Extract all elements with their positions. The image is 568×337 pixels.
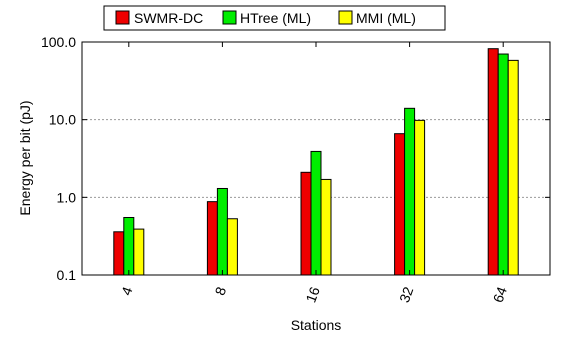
bar-mmi-ml-32	[414, 119, 426, 276]
legend-swatch-swmr-dc	[115, 10, 130, 25]
legend-label-mmi: MMI (ML)	[356, 10, 416, 26]
x-axis-title: Stations	[291, 317, 342, 333]
legend-swatch-htree	[222, 10, 237, 25]
y-tick-label: 0.1	[57, 267, 77, 283]
bar-htree-ml-16	[310, 150, 322, 276]
y-tick-label: 10.0	[49, 112, 76, 128]
legend-swatch-mmi	[338, 10, 353, 25]
y-axis-ticks: 0.1 1.0 10.0 100.0	[41, 34, 550, 283]
x-tick-label: 16	[302, 284, 322, 304]
bar-mmi-ml-4	[133, 228, 145, 276]
x-tick-label: 64	[490, 284, 510, 304]
bars	[113, 48, 519, 276]
y-axis-title: Energy per bit (pJ)	[17, 100, 33, 215]
legend-box	[103, 5, 446, 31]
y-tick-label: 1.0	[57, 189, 77, 205]
bar-htree-ml-64	[497, 53, 509, 276]
bar-mmi-ml-64	[507, 59, 519, 276]
x-tick-label: 4	[118, 284, 136, 297]
x-tick-label: 8	[212, 284, 230, 297]
bar-htree-ml-8	[216, 187, 228, 276]
bar-swmr-dc-32	[394, 133, 406, 276]
bar-swmr-dc-8	[206, 201, 218, 276]
bar-swmr-dc-16	[300, 171, 312, 276]
bar-htree-ml-32	[404, 107, 416, 276]
legend-label-swmr-dc: SWMR-DC	[134, 10, 203, 26]
bar-htree-ml-4	[123, 216, 135, 276]
bar-swmr-dc-64	[487, 48, 499, 276]
bar-swmr-dc-4	[113, 231, 125, 276]
x-tick-label: 32	[396, 284, 416, 304]
bar-mmi-ml-16	[320, 178, 332, 276]
bar-mmi-ml-8	[226, 218, 238, 276]
legend: SWMR-DC HTree (ML) MMI (ML)	[103, 5, 446, 31]
legend-label-htree: HTree (ML)	[240, 10, 311, 26]
y-tick-label: 100.0	[41, 34, 76, 50]
